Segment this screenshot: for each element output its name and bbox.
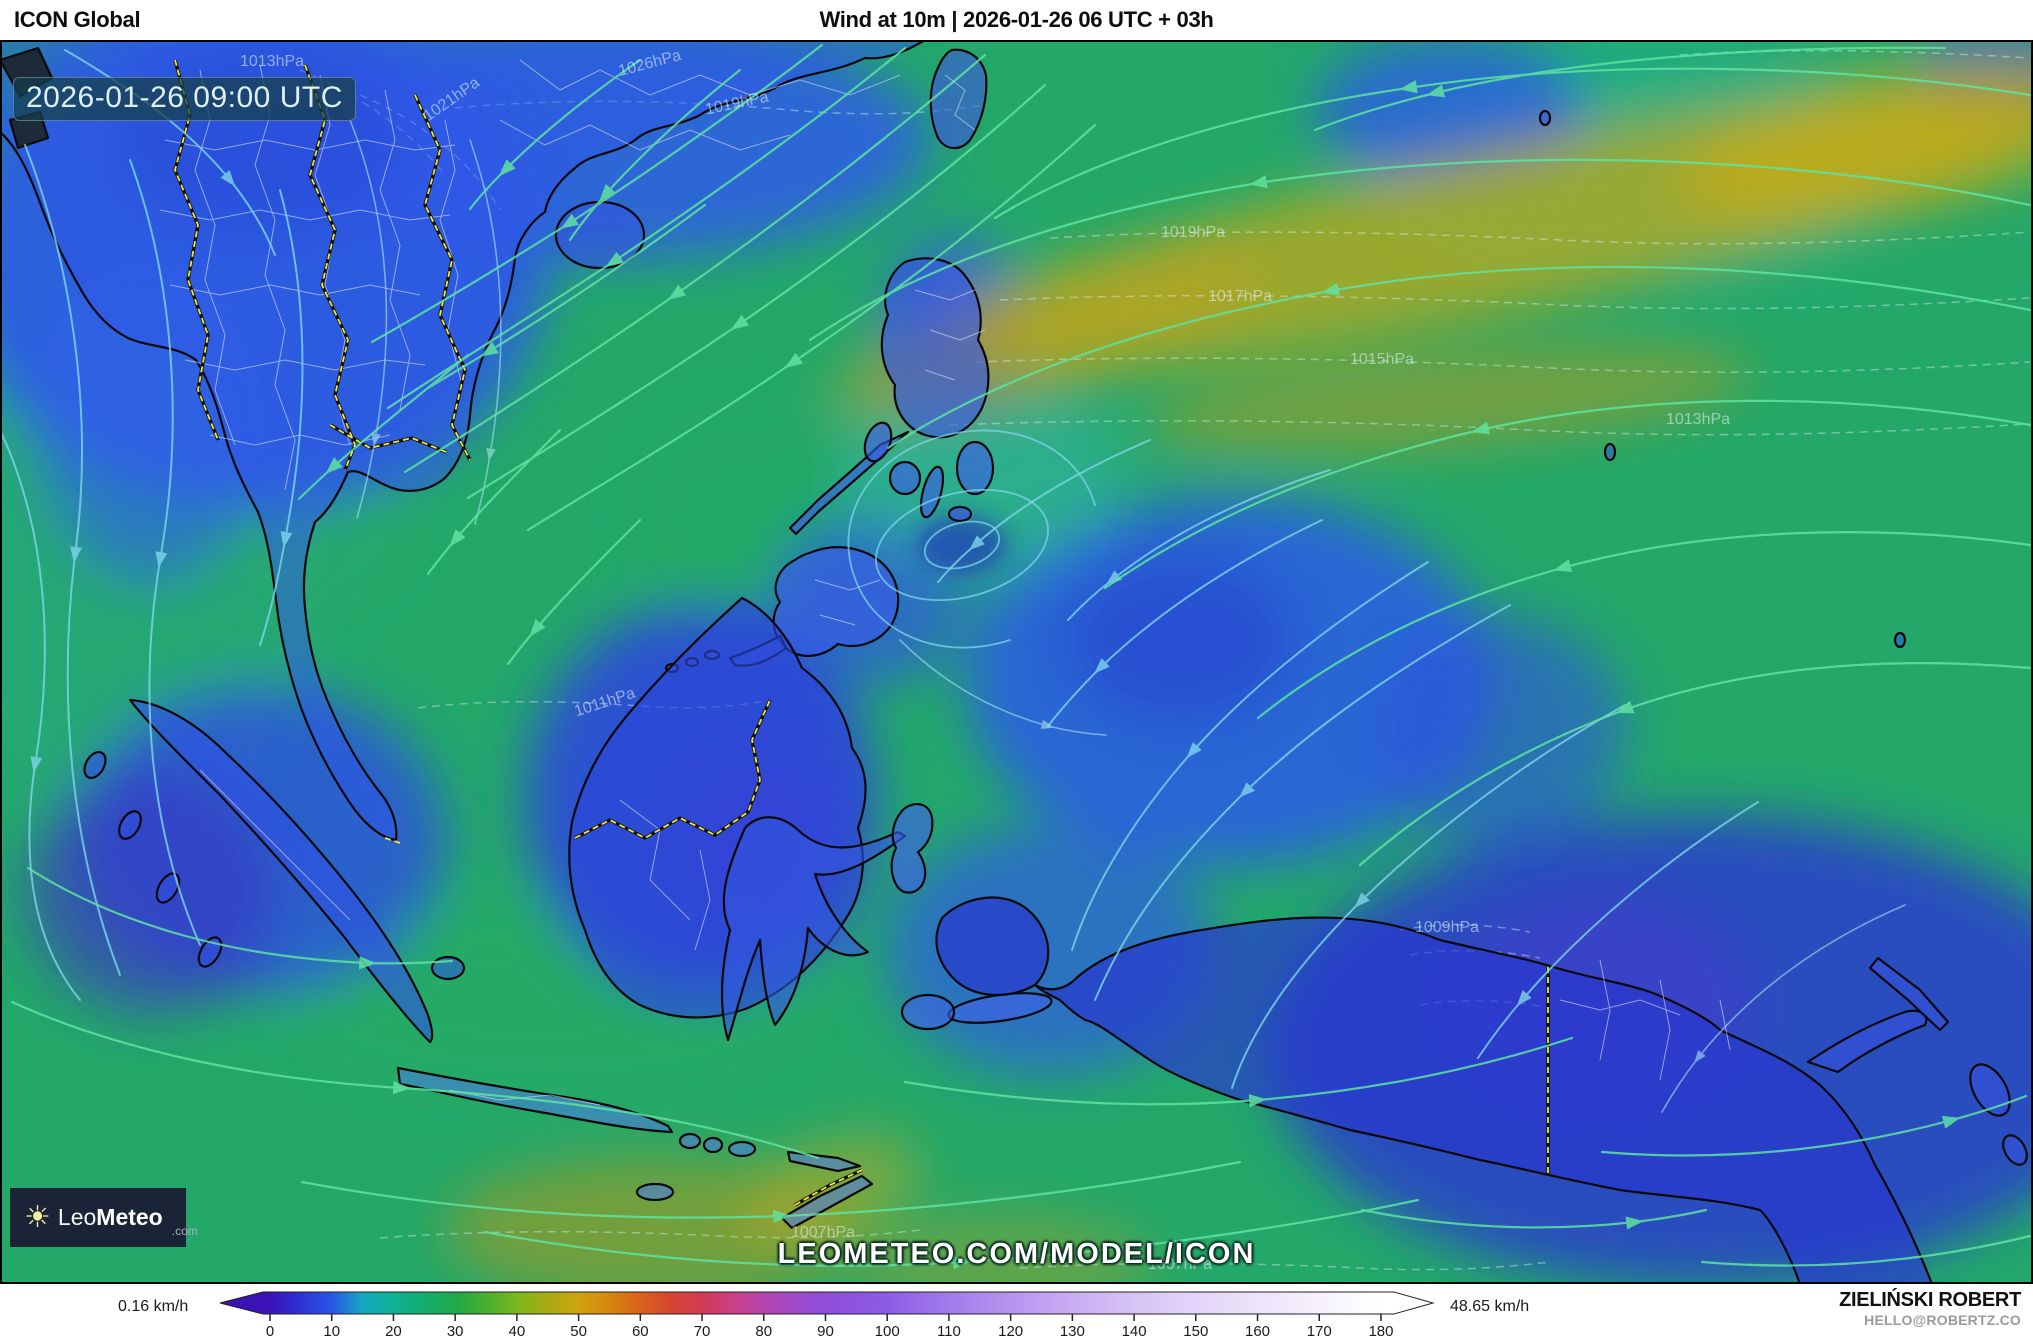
- land-halmahera: [890, 803, 934, 894]
- scale-tick-label: 130: [1060, 1323, 1085, 1337]
- land-sumatra: [128, 698, 434, 1044]
- eddy-streamlines: [847, 429, 1096, 649]
- legend-min-value: 0.16 km/h: [118, 1298, 189, 1315]
- scale-tick-label: 20: [385, 1323, 402, 1337]
- legend-max-value: 48.65 km/h: [1450, 1298, 1530, 1315]
- land-taiwan: [929, 48, 988, 150]
- wind-map-svg: [0, 40, 2033, 1284]
- leometeo-logo[interactable]: ☀ LeoMeteo .com: [10, 1188, 198, 1247]
- scale-tick-label: 180: [1368, 1323, 1393, 1337]
- color-scale-shape: [219, 1291, 1435, 1315]
- streamlines: [0, 43, 2032, 1270]
- scale-tick-label: 150: [1183, 1323, 1208, 1337]
- land-luzon: [880, 257, 990, 439]
- scale-tick-label: 170: [1307, 1323, 1332, 1337]
- scale-tick-label: 100: [875, 1323, 900, 1337]
- credit-name: ZIELIŃSKI ROBERT: [1839, 1289, 2021, 1311]
- scale-tick-label: 30: [447, 1323, 464, 1337]
- land-new-ireland: [1868, 956, 1950, 1032]
- wind-speed-detail: [916, 515, 1008, 575]
- land-mainland-sea: [0, 40, 927, 842]
- scale-tick-label: 160: [1245, 1323, 1270, 1337]
- scale-tick-label: 60: [632, 1323, 649, 1337]
- logo-tld: .com: [171, 1224, 198, 1238]
- land-new-guinea: [935, 896, 1934, 1284]
- color-scale: 0 10 20 30 40 50 60 70 80 90 100 110 120 130 140 150 160…: [219, 1291, 1435, 1337]
- scale-tick-label: 0: [266, 1323, 274, 1337]
- scale-tick-label: 140: [1122, 1323, 1147, 1337]
- scale-tick-label: 120: [998, 1323, 1023, 1337]
- scale-tick-label: 90: [817, 1323, 834, 1337]
- scale-tick-label: 70: [694, 1323, 711, 1337]
- country-borders: [173, 59, 1550, 1207]
- land-sulawesi: [721, 816, 907, 1042]
- header-bar: ICON Global Wind at 10m | 2026-01-26 06 …: [0, 0, 2033, 40]
- legend-bar: 0.16 km/h 0 10 20 30 40 50 60 70 80 90 100 110 120 13…: [0, 1284, 2033, 1337]
- timestamp-badge: 2026-01-26 09:00 UTC: [13, 77, 356, 121]
- scale-tick-label: 110: [937, 1323, 961, 1337]
- scale-tick-label: 50: [570, 1323, 587, 1337]
- model-name: ICON Global: [14, 7, 141, 32]
- scale-tick-label: 40: [509, 1323, 526, 1337]
- logo-text: LeoMeteo: [57, 1204, 163, 1230]
- credit-email: HELLO@ROBERTZ.CO: [1864, 1312, 2021, 1328]
- scale-tick-label: 10: [323, 1323, 340, 1337]
- map-title: Wind at 10m | 2026-01-26 06 UTC + 03h: [819, 7, 1214, 32]
- scale-tick-label: 80: [755, 1323, 772, 1337]
- sun-icon: ☀: [24, 1199, 51, 1235]
- watermark-url: LEOMETEO.COM/MODEL/ICON: [777, 1238, 1256, 1270]
- credit-block: ZIELIŃSKI ROBERT HELLO@ROBERTZ.CO: [1839, 1289, 2021, 1328]
- map-frame: [0, 40, 2033, 1284]
- land-mindanao: [772, 546, 900, 657]
- map-canvas[interactable]: 1013hPa 1021hPa 1026hPa 1019hPa 1019hPa 1017h…: [0, 40, 2033, 1284]
- coastlines: [0, 40, 2028, 1284]
- color-scale-ticks: 0 10 20 30 40 50 60 70 80 90 100 110 120 130 140 150 160…: [266, 1314, 1393, 1337]
